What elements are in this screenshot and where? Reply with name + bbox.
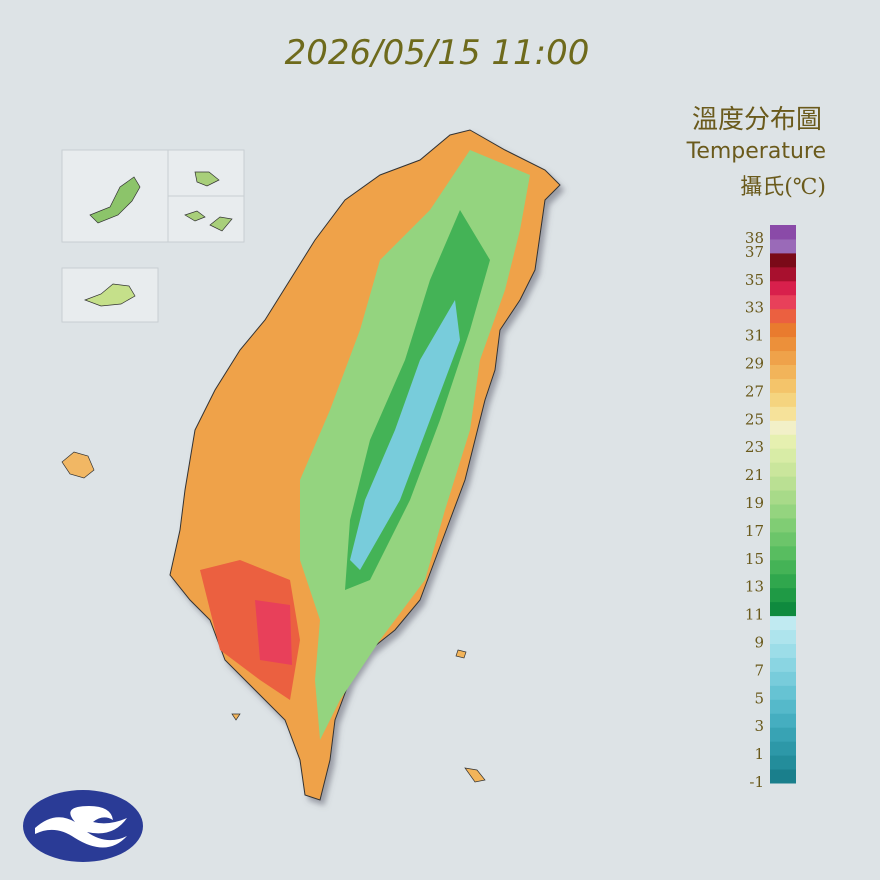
map-title: 2026/05/15 11:00: [285, 33, 590, 73]
colorbar-band: [770, 643, 796, 658]
colorbar-band: [770, 462, 796, 477]
colorbar-label: 31: [745, 327, 764, 345]
colorbar-band: [770, 531, 796, 547]
colorbar-band: [770, 587, 796, 603]
colorbar-label: 38: [745, 229, 764, 247]
colorbar-label: 11: [745, 606, 764, 624]
colorbar-label: 3: [754, 717, 764, 735]
island: [61, 451, 95, 479]
colorbar-band: [770, 545, 796, 561]
colorbar-band: [770, 420, 796, 435]
legend-subtitle: Temperature: [686, 139, 826, 164]
island: [184, 210, 233, 232]
colorbar-band: [770, 657, 796, 672]
colorbar-band: [770, 225, 796, 240]
ridge-zone: [350, 300, 460, 570]
colorbar-label: 7: [754, 661, 764, 679]
island: [231, 649, 486, 783]
colorbar-band: [770, 601, 796, 617]
colorbar-label: 21: [745, 466, 764, 484]
colorbar-band: [770, 364, 796, 379]
colorbar-band: [770, 615, 796, 631]
island: [194, 171, 220, 187]
colorbar-band: [770, 336, 796, 352]
colorbar-band: [770, 448, 796, 463]
legend-title: 溫度分布圖: [692, 105, 822, 135]
colorbar-label: 29: [745, 355, 764, 373]
colorbar-label: 9: [754, 634, 764, 652]
colorbar-band: [770, 350, 796, 365]
colorbar-label: 19: [745, 494, 764, 512]
colorbar-band: [770, 741, 796, 756]
colorbar-label: 27: [745, 382, 764, 400]
island: [84, 283, 136, 307]
colorbar-label: 25: [745, 410, 764, 428]
colorbar-label: 13: [745, 578, 764, 596]
colorbar-band: [770, 322, 796, 338]
colorbar-band: [770, 252, 796, 268]
colorbar-band: [770, 476, 796, 491]
colorbar-band: [770, 378, 796, 393]
colorbar-band: [770, 755, 796, 770]
colorbar-label: 37: [745, 243, 764, 261]
colorbar-band: [770, 699, 796, 714]
colorbar-band: [770, 280, 796, 296]
hot-zone: [200, 560, 300, 700]
colorbar-band: [770, 769, 796, 784]
colorbar-label: -1: [749, 773, 764, 791]
colorbar-label: 35: [745, 271, 764, 289]
colorbar-band: [770, 671, 796, 686]
colorbar-band: [770, 685, 796, 700]
hot-zone: [255, 600, 292, 665]
colorbar-band: [770, 727, 796, 742]
colorbar-label: 23: [745, 438, 764, 456]
colorbar-band: [770, 713, 796, 728]
colorbar-band: [770, 238, 796, 254]
colorbar-band: [770, 559, 796, 575]
colorbar-band: [770, 266, 796, 282]
legend-unit: 攝氏(℃): [740, 175, 826, 200]
colorbar-label: 33: [745, 299, 764, 317]
island: [89, 176, 141, 224]
colorbar-label: 17: [745, 522, 764, 540]
colorbar-label: 1: [754, 745, 764, 763]
colorbar-band: [770, 517, 796, 533]
colorbar-label: 15: [745, 550, 764, 568]
colorbar-band: [770, 573, 796, 589]
colorbar-label: 5: [754, 689, 764, 707]
colorbar-band: [770, 434, 796, 449]
logo-mark: [35, 806, 127, 848]
colorbar-band: [770, 406, 796, 421]
colorbar-band: [770, 504, 796, 519]
colorbar-band: [770, 308, 796, 324]
colorbar-band: [770, 629, 796, 644]
colorbar-band: [770, 490, 796, 505]
colorbar-band: [770, 294, 796, 310]
colorbar-band: [770, 392, 796, 407]
